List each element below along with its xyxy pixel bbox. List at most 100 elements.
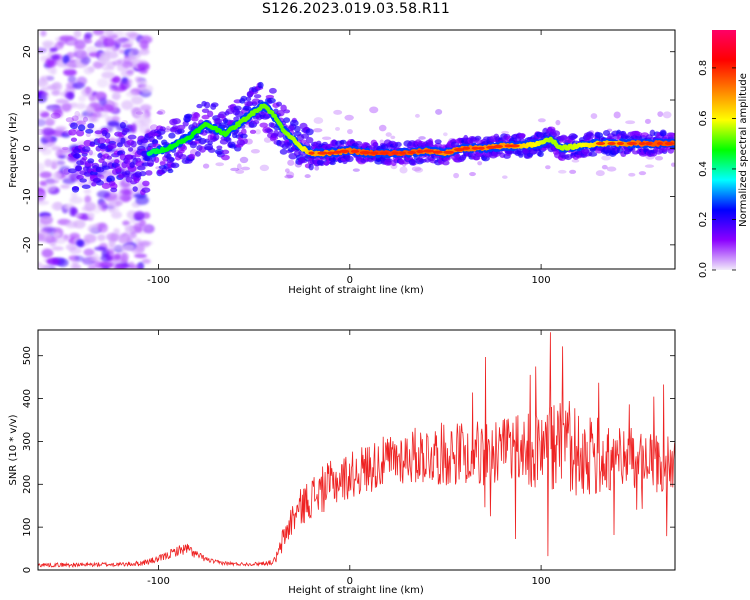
heatmap-cell: [283, 117, 291, 123]
heatmap-ridge-peak: [308, 151, 315, 155]
heatmap-cell: [537, 151, 544, 158]
heatmap-cell: [571, 159, 580, 163]
snr-x-axis-title: Height of straight line (km): [288, 585, 424, 596]
heatmap-cell: [67, 75, 77, 84]
heatmap-cell: [253, 94, 262, 99]
heatmap-cell: [120, 253, 129, 264]
heatmap-cell: [39, 264, 50, 269]
heatmap-cell: [81, 156, 88, 161]
heatmap-cell: [93, 261, 103, 269]
heatmap-cell: [101, 71, 116, 79]
heatmap-cell: [233, 105, 242, 111]
heatmap-cell: [189, 141, 197, 149]
heatmap-cell: [84, 201, 96, 212]
heatmap-cell: [38, 233, 45, 242]
heatmap-ridge-peak: [638, 141, 646, 146]
heatmap-cell: [94, 91, 106, 101]
heatmap-cell: [104, 196, 119, 202]
heatmap-cell: [39, 171, 53, 179]
heatmap-cell: [122, 220, 131, 226]
heatmap-cell: [55, 98, 70, 104]
heatmap-cell: [545, 165, 551, 170]
heatmap-cell: [112, 76, 121, 84]
heatmap-cell: [225, 137, 232, 143]
heatmap-cell: [65, 221, 78, 229]
heatmap-cell: [83, 248, 95, 257]
heatmap-cell: [40, 75, 53, 82]
heatmap-cell: [106, 232, 120, 242]
heatmap-cell: [112, 91, 121, 100]
snr-series-line: [38, 332, 675, 569]
heatmap-cell: [127, 134, 137, 140]
heatmap-cell: [113, 228, 120, 234]
heatmap-cell: [305, 137, 314, 144]
heatmap-cell: [287, 159, 295, 166]
heatmap-cell: [635, 131, 643, 137]
heatmap-cell: [91, 252, 100, 261]
heatmap-cell: [122, 128, 130, 133]
heatmap-cell: [100, 112, 109, 118]
heatmap-cell: [606, 166, 617, 172]
colorbar-ticks: 0.0 0.2 0.4 0.6 0.8: [698, 60, 736, 278]
heatmap-cell: [46, 116, 58, 122]
heatmap-cell: [300, 133, 310, 139]
heatmap-cell: [335, 126, 341, 131]
heatmap-cell: [121, 100, 134, 111]
heatmap-cell: [273, 129, 279, 137]
snr-x-tick-label: 100: [532, 576, 551, 587]
heatmap-cell: [263, 137, 272, 143]
heatmap-cell: [266, 97, 276, 104]
heatmap-ridge-peak: [423, 149, 435, 153]
heatmap-cell: [308, 163, 314, 171]
heatmap-cell: [42, 40, 55, 48]
heatmap-x-axis-title: Height of straight line (km): [288, 285, 424, 296]
heatmap-cell: [49, 242, 57, 247]
heatmap-cell: [167, 168, 174, 174]
heatmap-cell: [399, 166, 408, 174]
heatmap-ridge-peak: [486, 145, 496, 149]
heatmap-cell: [49, 47, 58, 52]
heatmap-cell: [284, 174, 294, 179]
heatmap-cell: [595, 170, 605, 177]
heatmap-cell: [242, 138, 248, 145]
heatmap-cell: [138, 123, 152, 134]
heatmap-cell: [654, 155, 664, 161]
heatmap-cell: [120, 187, 134, 195]
heatmap-cell: [60, 184, 71, 189]
heatmap-cell: [442, 160, 450, 166]
heatmap-cell: [128, 147, 134, 152]
heatmap-y-tick-label: 0: [22, 145, 33, 151]
heatmap-cell: [215, 162, 225, 167]
heatmap-cell: [477, 161, 483, 166]
heatmap-cell: [660, 130, 667, 137]
heatmap-cell: [113, 253, 122, 260]
heatmap-cell: [203, 101, 211, 109]
snr-plot-area: [38, 330, 675, 570]
heatmap-cell: [51, 54, 60, 60]
heatmap-cell: [555, 119, 561, 126]
heatmap-cell: [46, 257, 60, 266]
heatmap-cell: [410, 159, 417, 166]
heatmap-cell: [644, 164, 655, 168]
heatmap-cell: [221, 149, 230, 155]
heatmap-cell: [159, 126, 166, 132]
heatmap-cell: [156, 111, 163, 115]
snr-x-tick-label: 0: [347, 576, 353, 587]
heatmap-cell: [70, 122, 78, 130]
heatmap-cell: [415, 113, 420, 118]
heatmap-cell: [76, 76, 88, 86]
heatmap-cell: [339, 139, 347, 145]
heatmap-cell: [114, 159, 120, 164]
heatmap-cell: [134, 111, 147, 119]
heatmap-cell: [213, 134, 220, 141]
heatmap-cell: [64, 92, 75, 100]
heatmap-cell: [139, 170, 147, 177]
heatmap-cell: [69, 246, 82, 255]
heatmap-cell: [125, 90, 137, 98]
heatmap-ridge-peak: [595, 141, 606, 146]
heatmap-cell: [93, 61, 103, 69]
heatmap-cell: [120, 137, 126, 144]
heatmap-cell: [59, 35, 74, 41]
